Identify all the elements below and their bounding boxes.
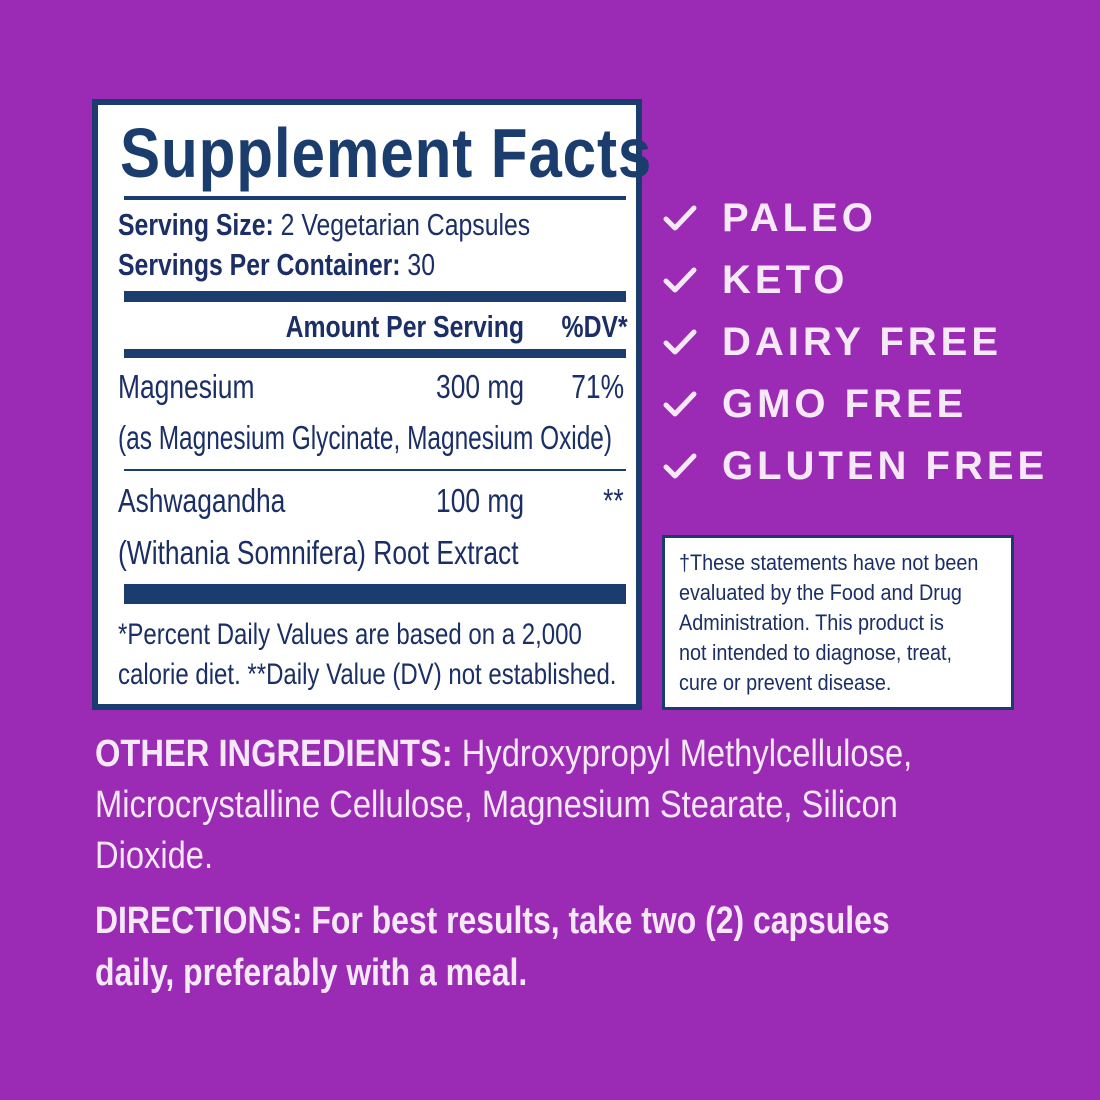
nutrient-name: Magnesium [118, 368, 255, 405]
divider [124, 349, 626, 358]
servings-label: Servings Per Container: [118, 247, 401, 282]
check-icon [663, 267, 697, 293]
check-icon [663, 453, 697, 479]
nutrient-amount: 100 mg [435, 482, 524, 519]
claim-label: KETO [722, 258, 849, 302]
nutrient-amount: 300 mg [435, 368, 524, 405]
divider [124, 196, 626, 200]
nutrient-detail: (Withania Somnifera) Root Extract [118, 534, 519, 571]
other-ingredients-line: Microcrystalline Cellulose, Magnesium St… [95, 784, 898, 826]
fda-disclaimer: †These statements have not been evaluate… [662, 535, 1014, 710]
disclaimer-line: Administration. This product is [679, 610, 944, 635]
directions-line: daily, preferably with a meal. [95, 952, 528, 994]
other-ingredients-label: OTHER INGREDIENTS: [95, 733, 453, 775]
other-ingredients-line: OTHER INGREDIENTS: Hydroxypropyl Methylc… [95, 729, 912, 780]
disclaimer-line: not intended to diagnose, treat, [679, 640, 953, 665]
serving-size-label: Serving Size: [118, 207, 274, 242]
disclaimer-line: †These statements have not been [679, 550, 979, 575]
amount-header: Amount Per Serving [285, 309, 524, 344]
disclaimer-line: cure or prevent disease. [679, 670, 892, 695]
check-icon [663, 329, 697, 355]
servings-per-container: Servings Per Container: 30 [118, 247, 435, 283]
nutrient-name: Ashwagandha [118, 482, 286, 519]
dv-header: %DV* [561, 309, 628, 344]
serving-size: Serving Size: 2 Vegetarian Capsules [118, 207, 530, 243]
claim-label: DAIRY FREE [722, 320, 1003, 364]
nutrient-dv: ** [603, 482, 624, 519]
claim-label: GLUTEN FREE [722, 444, 1049, 488]
other-ingredients-text: Hydroxypropyl Methylcellulose, [452, 733, 913, 775]
claim-label: GMO FREE [722, 382, 968, 426]
divider [124, 469, 626, 471]
directions-line: DIRECTIONS: For best results, take two (… [95, 896, 890, 947]
other-ingredients-line: Dioxide. [95, 835, 214, 877]
facts-title: Supplement Facts [120, 114, 653, 192]
claim-label: PALEO [722, 196, 877, 240]
servings-value: 30 [400, 247, 436, 282]
nutrient-dv: 71% [571, 368, 624, 405]
footnote: calorie diet. **Daily Value (DV) not est… [118, 658, 617, 691]
divider [124, 291, 626, 302]
check-icon [663, 391, 697, 417]
divider [124, 584, 626, 604]
check-icon [663, 205, 697, 231]
footnote: *Percent Daily Values are based on a 2,0… [118, 618, 582, 651]
disclaimer-line: evaluated by the Food and Drug [679, 580, 962, 605]
nutrient-detail: (as Magnesium Glycinate, Magnesium Oxide… [118, 419, 613, 456]
directions-text: For best results, take two (2) capsules [302, 900, 890, 942]
directions-label: DIRECTIONS: [95, 900, 303, 942]
supplement-facts-panel: Supplement Facts Serving Size: 2 Vegetar… [92, 99, 651, 710]
serving-size-value: 2 Vegetarian Capsules [273, 207, 531, 242]
